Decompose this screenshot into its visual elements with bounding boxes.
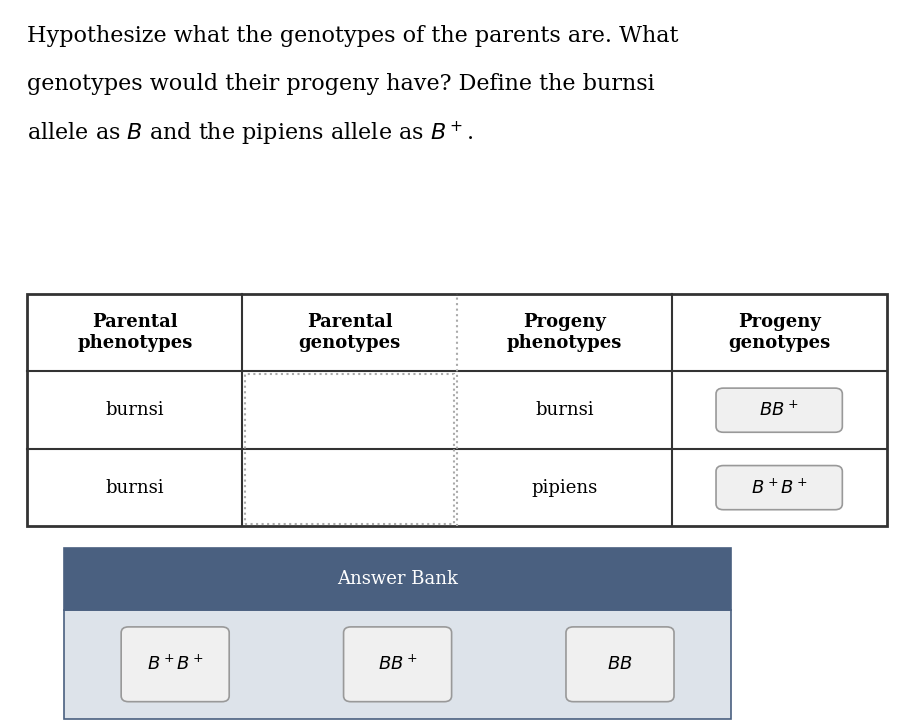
Text: $BB^+$: $BB^+$ [760,401,799,420]
Text: burnsi: burnsi [105,478,165,497]
FancyBboxPatch shape [344,627,452,701]
Text: Parental
genotypes: Parental genotypes [299,314,400,352]
Text: $BB$: $BB$ [607,656,632,673]
FancyBboxPatch shape [122,627,229,701]
FancyBboxPatch shape [716,465,843,510]
FancyBboxPatch shape [64,548,731,610]
Text: $B^+B^+$: $B^+B^+$ [750,478,808,497]
FancyBboxPatch shape [716,388,843,432]
FancyBboxPatch shape [64,610,731,719]
Text: Hypothesize what the genotypes of the parents are. What: Hypothesize what the genotypes of the pa… [27,25,679,47]
Text: Progeny
genotypes: Progeny genotypes [728,314,830,352]
Text: burnsi: burnsi [535,401,594,419]
Text: burnsi: burnsi [105,401,165,419]
Text: genotypes would their progeny have? Define the burnsi: genotypes would their progeny have? Defi… [27,73,655,94]
Text: Progeny
phenotypes: Progeny phenotypes [506,314,622,352]
FancyBboxPatch shape [27,294,887,526]
Text: $B^+B^+$: $B^+B^+$ [147,655,204,674]
FancyBboxPatch shape [566,627,674,701]
Text: Parental
phenotypes: Parental phenotypes [77,314,193,352]
Text: $BB^+$: $BB^+$ [377,655,418,674]
Text: Answer Bank: Answer Bank [337,570,458,588]
Text: pipiens: pipiens [531,478,598,497]
Text: allele as $B$ and the pipiens allele as $B^+$.: allele as $B$ and the pipiens allele as … [27,120,474,148]
